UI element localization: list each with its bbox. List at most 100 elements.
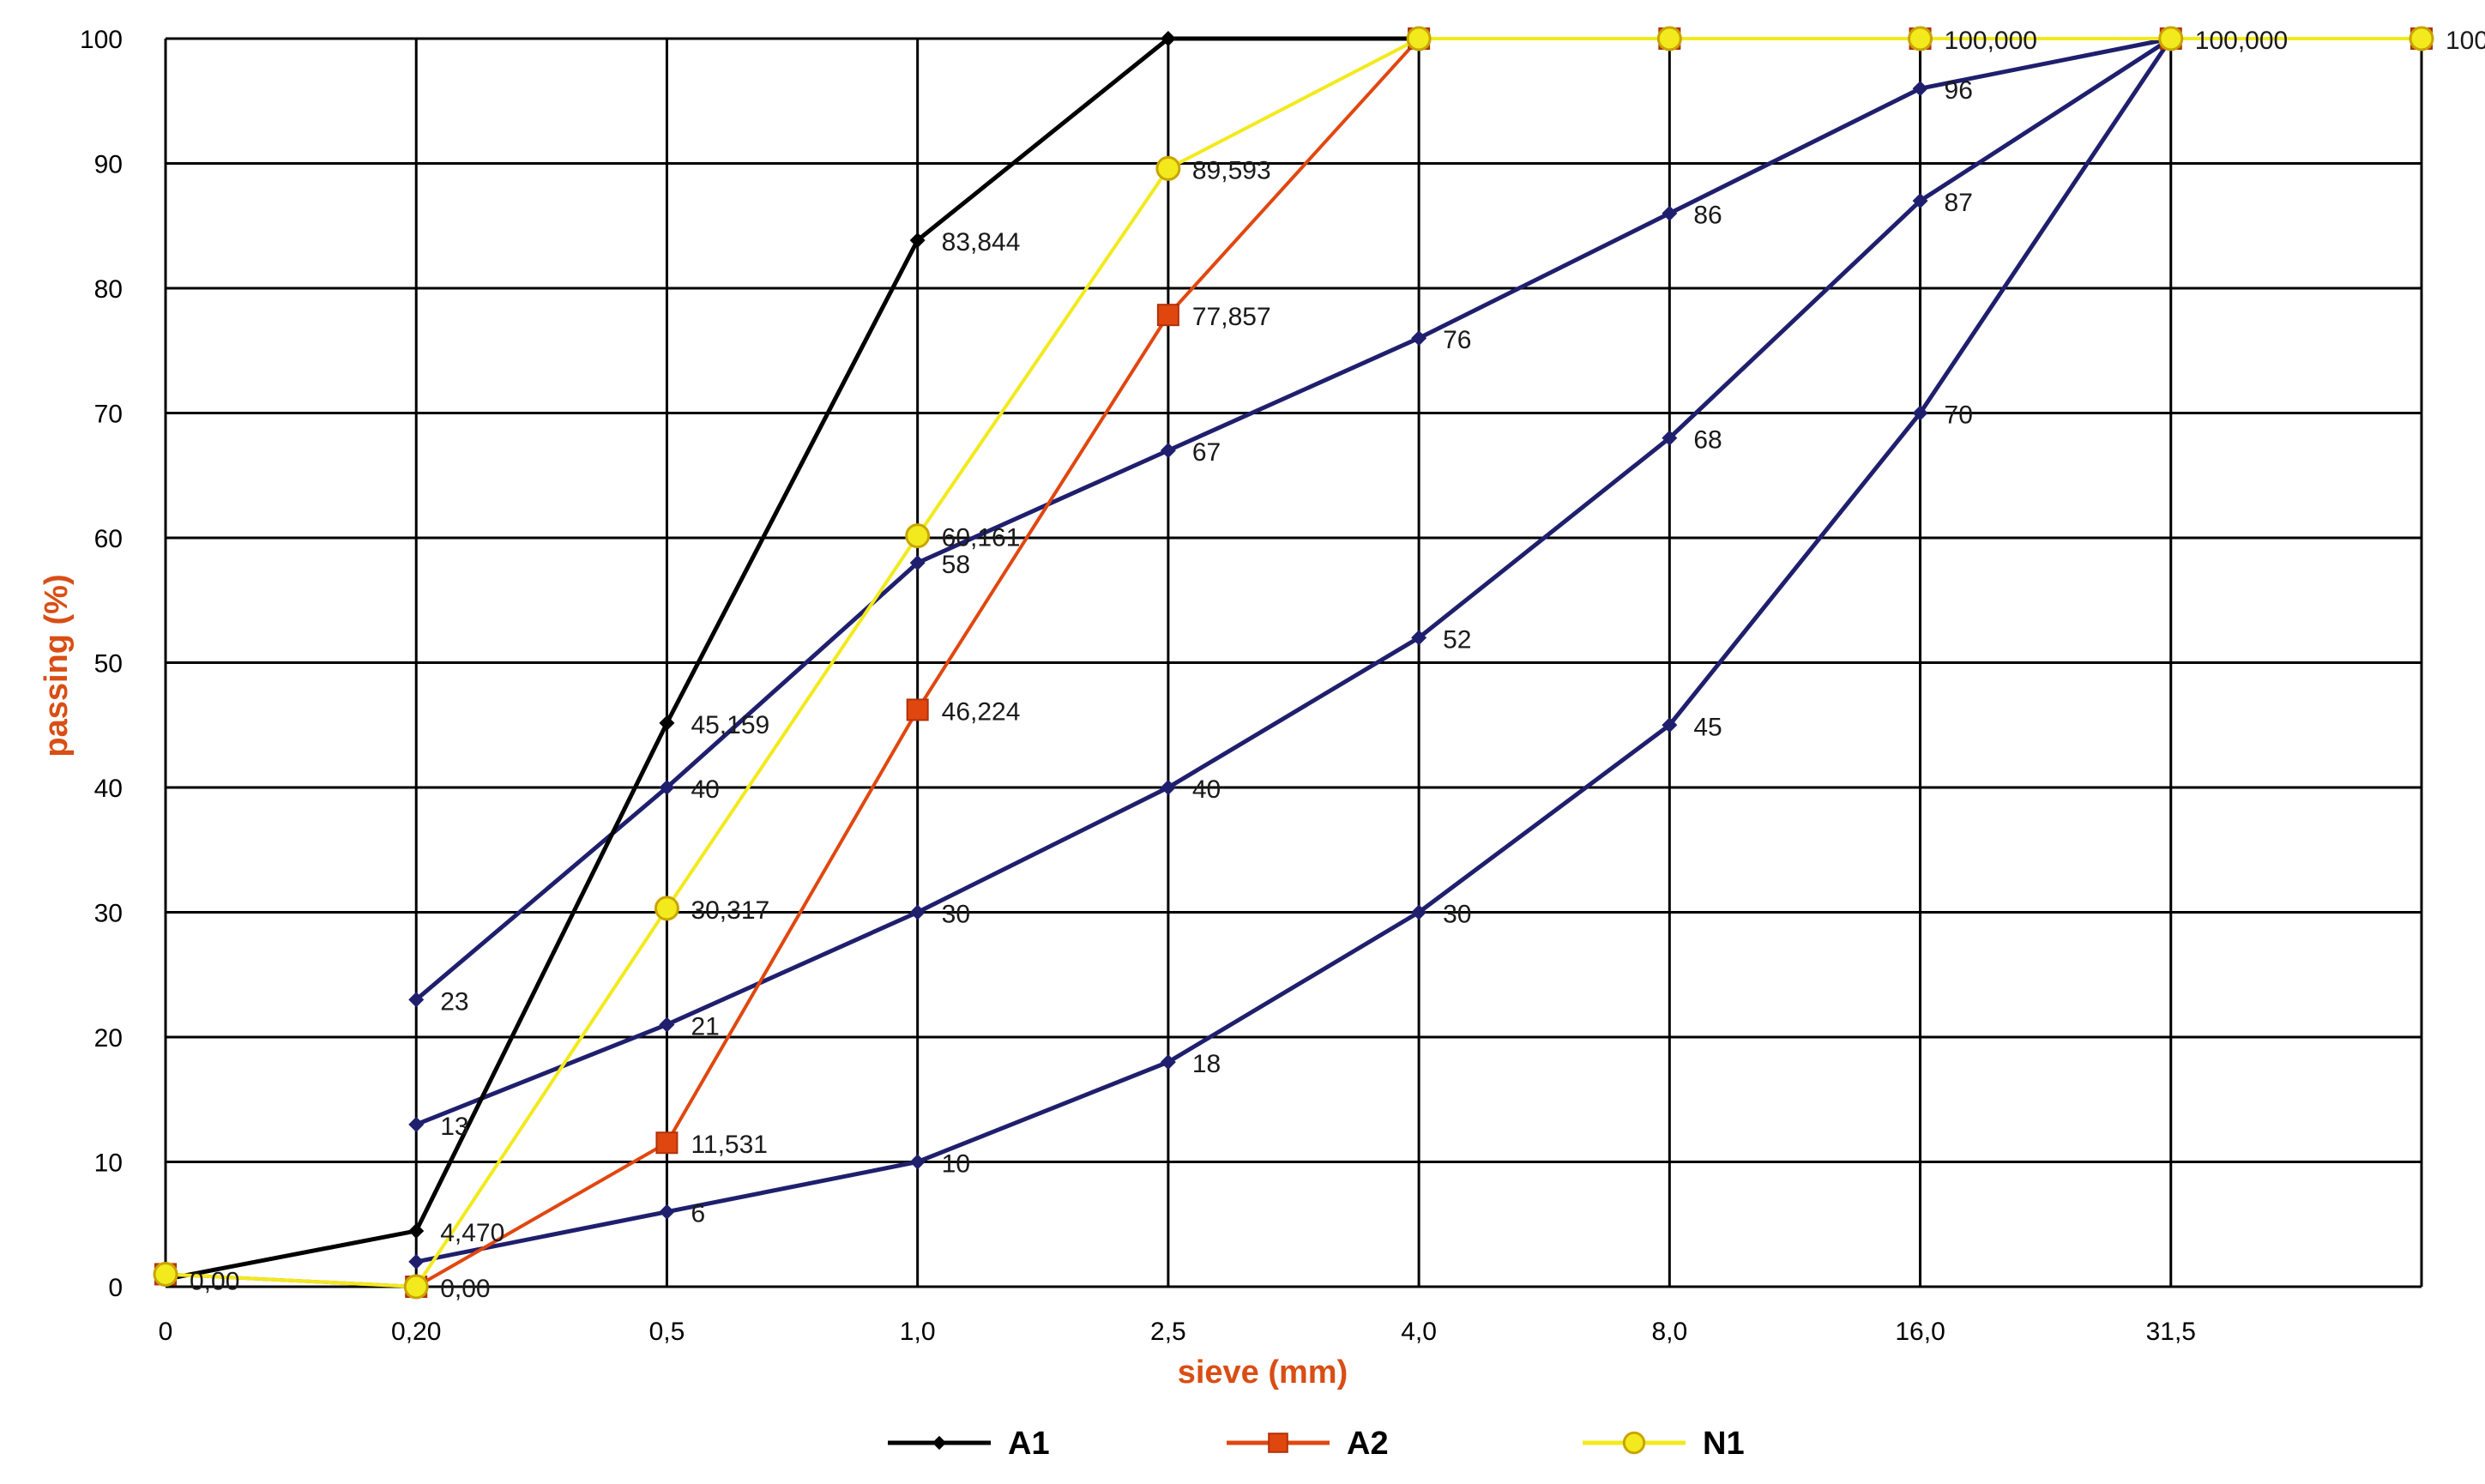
y-tick-label: 90: [94, 151, 123, 179]
legend-label: A1: [1008, 1426, 1050, 1462]
legend-item-a2: A2: [1227, 1426, 1389, 1462]
data-label: 13: [440, 1113, 468, 1141]
data-point: [403, 1274, 429, 1300]
data-point: [654, 896, 679, 921]
data-label: 21: [691, 1012, 719, 1041]
legend: A1 A2 N1: [888, 1426, 1745, 1462]
data-label: 40: [691, 775, 719, 804]
data-label: 67: [1192, 438, 1221, 467]
data-point: [408, 1253, 425, 1270]
x-tick-label: 8,0: [1651, 1318, 1687, 1346]
x-tick-label: 0,20: [391, 1318, 441, 1346]
data-point: [932, 1435, 947, 1451]
data-point: [1912, 81, 1928, 97]
data-point: [1160, 443, 1176, 459]
series-line: [165, 37, 2422, 1289]
legend-label: A2: [1347, 1426, 1389, 1462]
data-label: 83,844: [942, 228, 1021, 256]
data-label: 23: [440, 987, 468, 1016]
data-point: [2158, 26, 2184, 51]
data-point: [408, 1116, 425, 1132]
x-tick-label: 4,0: [1401, 1318, 1437, 1346]
series-line: [414, 36, 2172, 1002]
x-tick-label: 16,0: [1895, 1318, 1945, 1346]
data-label: 18: [1192, 1050, 1221, 1078]
x-tick-label: 0,5: [649, 1318, 685, 1346]
data-point: [1160, 31, 1176, 46]
data-point: [1155, 155, 1181, 181]
y-tick-label: 20: [94, 1024, 123, 1053]
series-n1: [153, 26, 2434, 1300]
legend-label: N1: [1703, 1426, 1745, 1462]
data-point: [1908, 26, 1933, 51]
y-tick-label: 70: [94, 401, 123, 429]
data-point: [905, 523, 931, 549]
data-label: 77,857: [1192, 303, 1271, 331]
data-label: 0,00: [440, 1275, 490, 1303]
data-label: 60,161: [942, 524, 1021, 552]
data-point: [153, 1261, 178, 1287]
data-point: [1411, 630, 1427, 646]
data-label: 40: [1192, 775, 1221, 804]
data-label: 30: [1443, 901, 1471, 929]
data-point: [1411, 904, 1427, 920]
data-label: 89,593: [1192, 156, 1271, 184]
y-tick-label: 50: [94, 650, 123, 679]
data-point: [659, 780, 675, 795]
y-tick-label: 0: [108, 1274, 123, 1302]
y-tick-label: 10: [94, 1149, 123, 1178]
data-label: 10: [942, 1150, 970, 1179]
data-label: 45,159: [691, 711, 769, 739]
data-point: [1411, 330, 1427, 347]
data-point: [659, 1203, 675, 1220]
data-label: 30: [942, 901, 970, 929]
data-point: [1656, 26, 1682, 51]
data-label: 6: [691, 1200, 705, 1228]
data-label: 100,000: [1945, 27, 2037, 55]
data-point: [909, 232, 926, 249]
data-labels: 23 40 58 67 76 86 96 13 21 30 40 52 68 87 6 10 18 30 45 70 0…: [190, 27, 2485, 1303]
data-label: 100,000: [2195, 27, 2288, 55]
x-tick-label: 2,5: [1150, 1318, 1186, 1346]
tick-labels: 0 10 20 30 40 50 60 70 80 90 100 0 0,20 0,5 1,0 2,5 4,0 8…: [80, 26, 2196, 1346]
data-label: 52: [1443, 625, 1471, 654]
y-tick-label: 100: [80, 26, 123, 54]
y-tick-label: 30: [94, 900, 123, 928]
data-label: 68: [1693, 426, 1722, 455]
data-label: 45: [1693, 713, 1722, 741]
data-point: [1156, 304, 1179, 327]
data-point: [1406, 26, 1432, 51]
data-label: 46,224: [942, 697, 1021, 726]
data-point: [1912, 405, 1928, 421]
data-point: [1268, 1433, 1288, 1453]
y-tick-label: 80: [94, 275, 123, 304]
data-label: 30,317: [691, 896, 769, 925]
data-label: 96: [1945, 76, 1973, 105]
series-line: [165, 36, 1420, 1282]
data-label: 0,00: [190, 1267, 239, 1295]
data-label: 86: [1693, 202, 1722, 230]
data-label: 76: [1443, 326, 1471, 354]
data-point: [1912, 193, 1928, 209]
data-point: [408, 1222, 425, 1239]
series-line: [415, 36, 2173, 1127]
data-point: [2409, 26, 2434, 51]
y-tick-label: 40: [94, 775, 123, 803]
legend-item-a1: A1: [888, 1426, 1050, 1462]
y-tick-label: 60: [94, 525, 123, 553]
x-axis-title: sieve (mm): [1178, 1354, 1348, 1390]
series-line: [415, 37, 2173, 1264]
x-tick-label: 0: [159, 1318, 173, 1346]
legend-item-n1: N1: [1583, 1426, 1745, 1462]
data-label: 58: [942, 551, 970, 579]
data-label: 100,000: [2446, 27, 2485, 55]
data-point: [655, 1131, 679, 1155]
data-point: [1160, 780, 1176, 795]
data-label: 70: [1945, 401, 1973, 430]
data-point: [909, 1154, 926, 1170]
data-point: [909, 555, 926, 571]
x-tick-label: 31,5: [2146, 1318, 2196, 1346]
data-point: [1662, 717, 1678, 733]
data-label: 87: [1945, 189, 1973, 217]
